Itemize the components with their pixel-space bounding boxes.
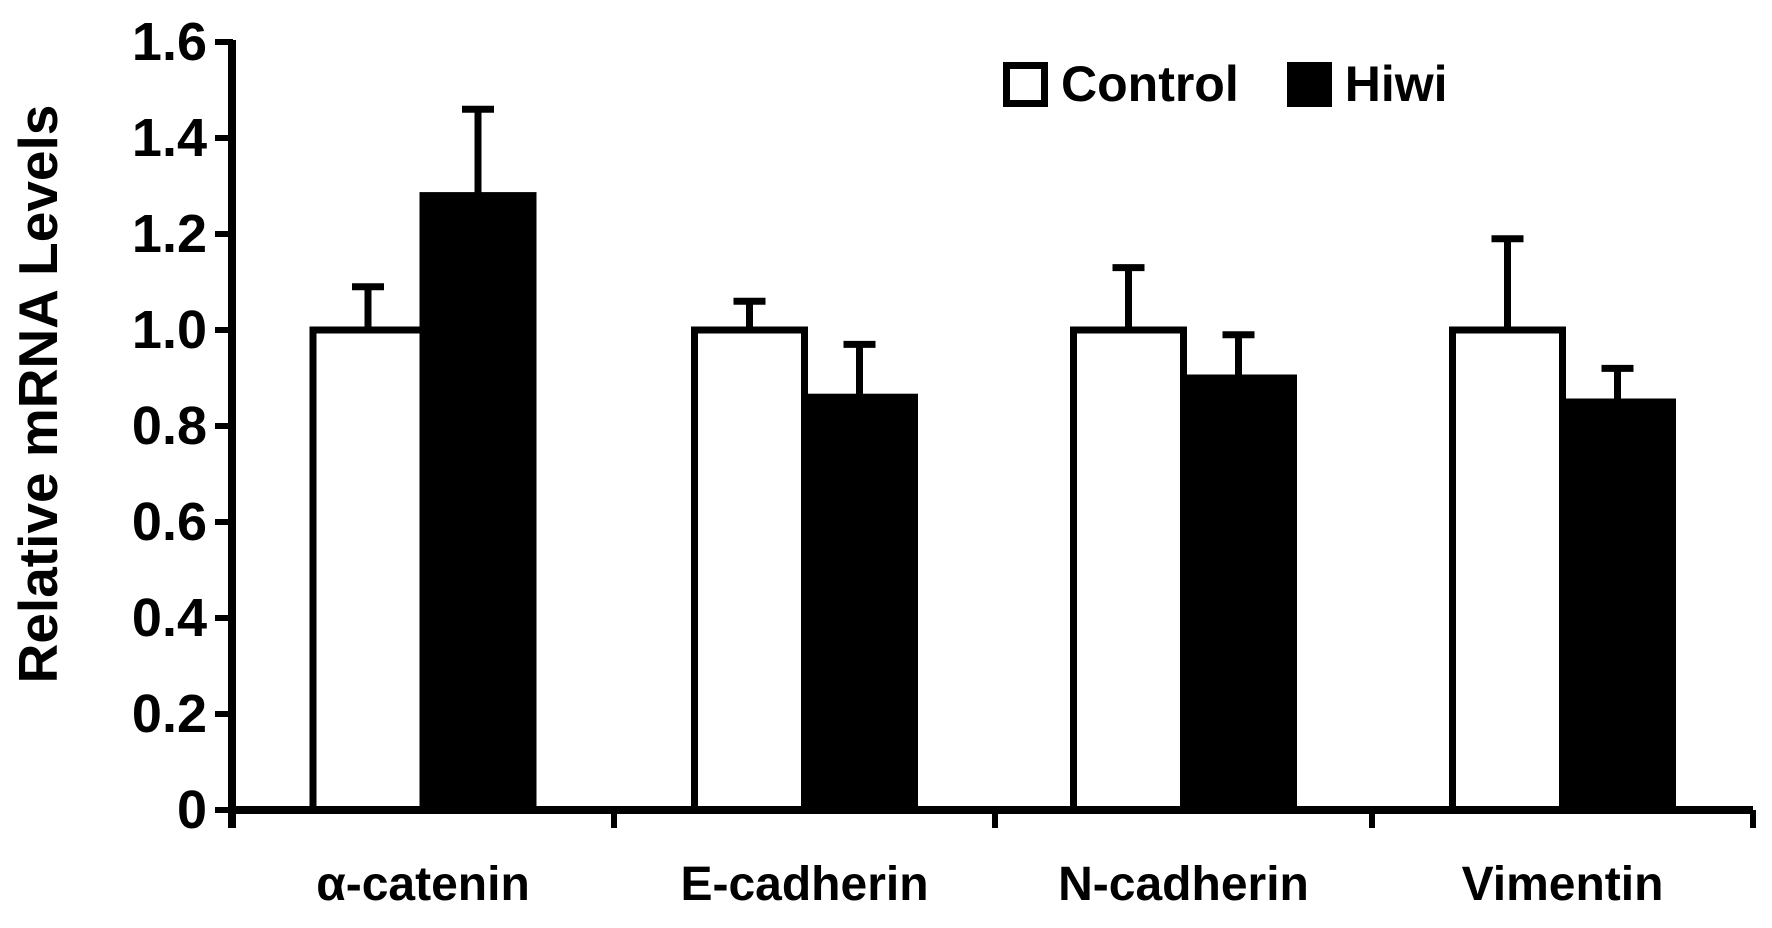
y-tick-label-0.6: 0.6 bbox=[131, 492, 207, 552]
legend-control-swatch bbox=[1003, 61, 1048, 107]
x-category-label-2: N-cadherin bbox=[1058, 858, 1309, 911]
y-tick-label-0.2: 0.2 bbox=[131, 684, 207, 744]
bar-control-2 bbox=[1070, 326, 1187, 814]
x-category-label-0: α-catenin bbox=[316, 858, 530, 911]
x-category-label-3: Vimentin bbox=[1461, 858, 1664, 911]
y-tick-label-0: 0 bbox=[176, 780, 207, 840]
bar-hiwi-3 bbox=[1559, 398, 1676, 814]
y-tick-label-0.4: 0.4 bbox=[131, 588, 207, 648]
y-tick-label-0.8: 0.8 bbox=[131, 396, 207, 456]
legend-hiwi-label: Hiwi bbox=[1344, 56, 1448, 112]
bar-control-3 bbox=[1449, 326, 1566, 814]
bar-hiwi-2 bbox=[1180, 374, 1297, 814]
y-tick-label-1.2: 1.2 bbox=[131, 204, 207, 264]
y-tick-label-1.0: 1.0 bbox=[131, 300, 207, 360]
legend: Control Hiwi bbox=[1003, 58, 1448, 110]
y-tick-label-1.4: 1.4 bbox=[131, 108, 207, 168]
x-category-label-1: E-cadherin bbox=[680, 858, 929, 911]
legend-hiwi-swatch bbox=[1286, 61, 1332, 107]
bar-hiwi-1 bbox=[801, 393, 918, 814]
bar-control-0 bbox=[309, 326, 427, 814]
legend-control-label: Control bbox=[1061, 56, 1239, 112]
bar-control-1 bbox=[691, 326, 808, 814]
y-tick-label-1.6: 1.6 bbox=[131, 12, 207, 72]
bar-hiwi-0 bbox=[419, 192, 537, 814]
